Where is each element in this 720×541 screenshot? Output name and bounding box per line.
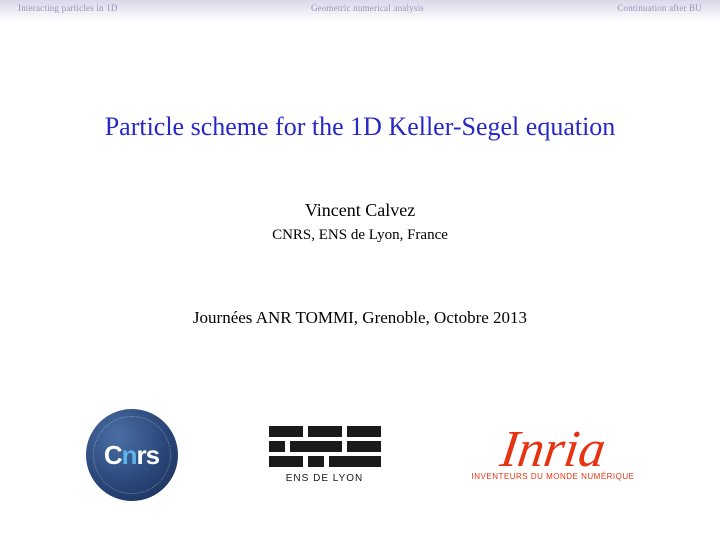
ens-logo: ENS DE LYON: [269, 426, 381, 484]
author-affiliation: CNRS, ENS de Lyon, France: [0, 227, 720, 244]
cnrs-circle-icon: Cnrs: [86, 409, 178, 501]
slide-content: Particle scheme for the 1D Keller-Segel …: [0, 112, 720, 328]
ens-bars-icon: [269, 426, 381, 467]
ens-caption: ENS DE LYON: [286, 473, 364, 484]
slide-title: Particle scheme for the 1D Keller-Segel …: [0, 112, 720, 142]
inria-wordmark: Inria: [498, 429, 608, 471]
nav-item-center[interactable]: Geometric numerical analysis: [311, 3, 424, 13]
author-name: Vincent Calvez: [0, 200, 720, 221]
event-line: Journées ANR TOMMI, Grenoble, Octobre 20…: [0, 308, 720, 328]
logo-row: Cnrs ENS DE LYON Inria INVENTEURS DU MON…: [0, 409, 720, 501]
cnrs-logo: Cnrs: [86, 409, 178, 501]
inria-logo: Inria INVENTEURS DU MONDE NUMÉRIQUE: [472, 429, 635, 482]
nav-item-right[interactable]: Continuation after BU: [617, 3, 702, 13]
top-nav: Interacting particles in 1D Geometric nu…: [0, 0, 720, 22]
nav-item-left[interactable]: Interacting particles in 1D: [18, 3, 118, 13]
cnrs-ring-icon: [93, 416, 171, 494]
